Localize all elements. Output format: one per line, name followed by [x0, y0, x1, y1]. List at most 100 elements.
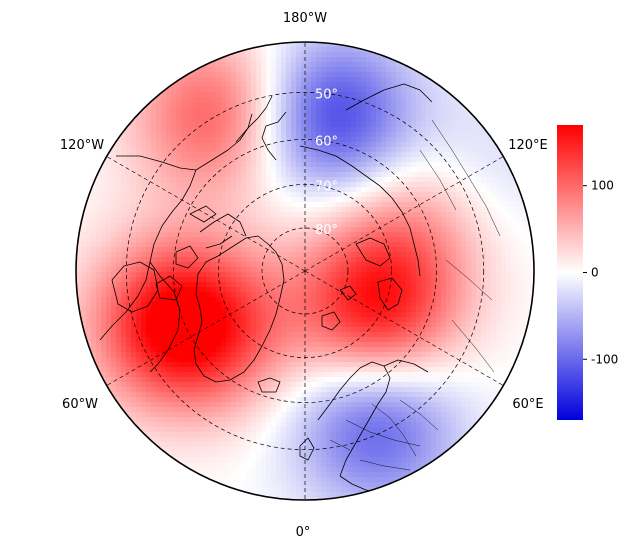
field-cell	[371, 202, 377, 208]
field-cell	[146, 247, 152, 253]
field-cell	[336, 312, 342, 318]
field-cell	[171, 177, 177, 183]
field-cell	[211, 292, 217, 298]
field-cell	[101, 187, 107, 193]
field-cell	[331, 77, 337, 83]
field-cell	[441, 137, 447, 143]
field-cell	[326, 292, 332, 298]
field-cell	[391, 177, 397, 183]
field-cell	[441, 242, 447, 248]
field-cell	[241, 287, 247, 293]
field-cell	[491, 342, 497, 348]
field-cell	[431, 307, 437, 313]
field-cell	[356, 182, 362, 188]
field-cell	[401, 217, 407, 223]
field-cell	[361, 202, 367, 208]
field-cell	[111, 312, 117, 318]
field-cell	[106, 282, 112, 288]
field-cell	[331, 67, 337, 73]
field-cell	[381, 307, 387, 313]
field-cell	[261, 62, 267, 68]
field-cell	[141, 267, 147, 273]
field-cell	[326, 267, 332, 273]
field-cell	[196, 217, 202, 223]
field-cell	[316, 132, 322, 138]
field-cell	[366, 202, 372, 208]
field-cell	[276, 272, 282, 278]
field-cell	[366, 237, 372, 243]
field-cell	[206, 277, 212, 283]
field-cell	[296, 352, 302, 358]
field-cell	[321, 172, 327, 178]
field-cell	[246, 307, 252, 313]
field-cell	[146, 322, 152, 328]
field-cell	[486, 142, 492, 148]
field-cell	[446, 112, 452, 118]
field-cell	[521, 287, 527, 293]
field-cell	[151, 197, 157, 203]
field-cell	[241, 297, 247, 303]
field-cell	[166, 137, 172, 143]
field-cell	[326, 217, 332, 223]
field-cell	[241, 307, 247, 313]
field-cell	[211, 222, 217, 228]
field-cell	[271, 252, 277, 258]
field-cell	[426, 267, 432, 273]
field-cell	[306, 87, 312, 93]
field-cell	[306, 42, 312, 48]
field-cell	[311, 342, 317, 348]
field-cell	[211, 152, 217, 158]
field-cell	[436, 197, 442, 203]
field-cell	[386, 162, 392, 168]
field-cell	[166, 277, 172, 283]
field-cell	[126, 322, 132, 328]
field-cell	[386, 277, 392, 283]
field-cell	[306, 222, 312, 228]
field-cell	[441, 237, 447, 243]
field-cell	[271, 187, 277, 193]
field-cell	[401, 57, 407, 63]
field-cell	[236, 312, 242, 318]
field-cell	[371, 242, 377, 248]
field-cell	[371, 347, 377, 353]
field-cell	[216, 72, 222, 78]
field-cell	[206, 92, 212, 98]
field-cell	[371, 352, 377, 358]
field-cell	[421, 132, 427, 138]
field-cell	[266, 192, 272, 198]
field-cell	[521, 332, 527, 338]
field-cell	[416, 192, 422, 198]
field-cell	[281, 52, 287, 58]
field-cell	[246, 162, 252, 168]
field-cell	[221, 217, 227, 223]
field-cell	[326, 57, 332, 63]
field-cell	[331, 352, 337, 358]
field-cell	[196, 177, 202, 183]
field-cell	[351, 247, 357, 253]
field-cell	[271, 62, 277, 68]
field-cell	[506, 262, 512, 268]
field-cell	[251, 237, 257, 243]
field-cell	[136, 237, 142, 243]
field-cell	[521, 252, 527, 258]
field-cell	[496, 212, 502, 218]
field-cell	[336, 107, 342, 113]
field-cell	[281, 62, 287, 68]
field-cell	[316, 252, 322, 258]
field-cell	[291, 182, 297, 188]
field-cell	[316, 182, 322, 188]
field-cell	[351, 82, 357, 88]
field-cell	[406, 82, 412, 88]
field-cell	[491, 242, 497, 248]
field-cell	[336, 237, 342, 243]
field-cell	[366, 62, 372, 68]
field-cell	[496, 307, 502, 313]
field-cell	[461, 192, 467, 198]
field-cell	[311, 157, 317, 163]
field-cell	[466, 212, 472, 218]
field-cell	[411, 292, 417, 298]
field-cell	[506, 257, 512, 263]
field-cell	[206, 172, 212, 178]
field-cell	[81, 262, 87, 268]
field-cell	[426, 312, 432, 318]
